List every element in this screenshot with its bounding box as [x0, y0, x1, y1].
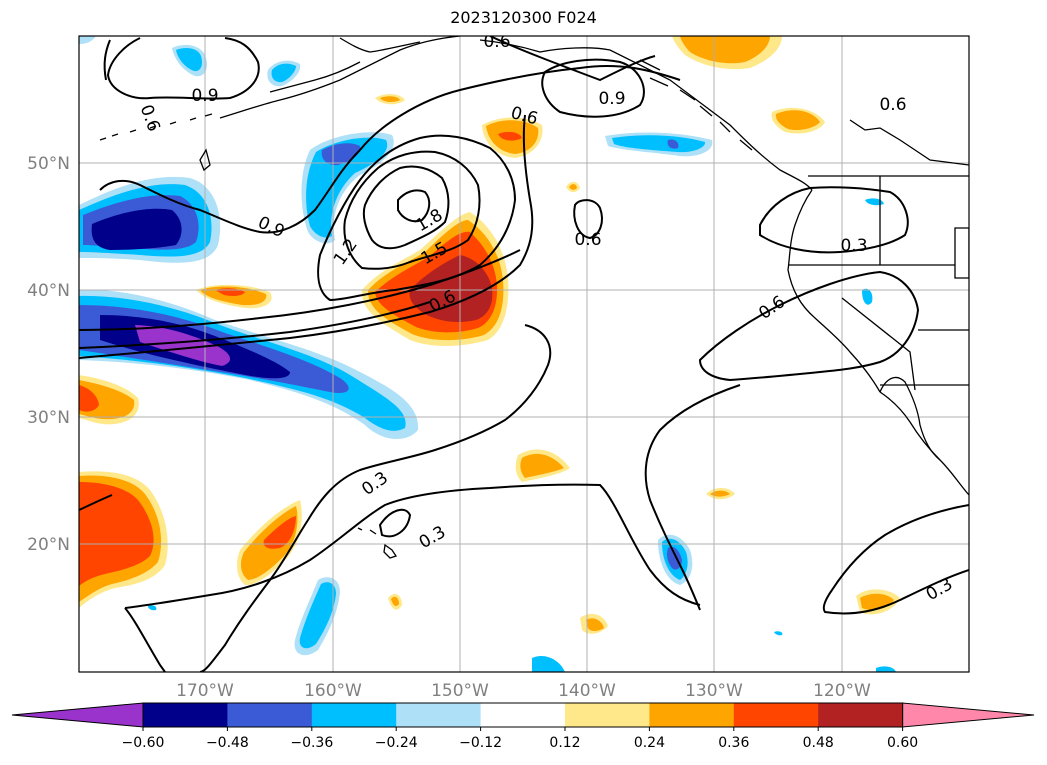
- longitude-tick-labels: 170°W 160°W 150°W 140°W 130°W 120°W: [176, 681, 871, 701]
- colorbar-tick-label: −0.24: [375, 735, 418, 751]
- colorbar-tick-labels: −0.60 −0.48 −0.36 −0.24 −0.12 0.12 0.24 0.36 0.4…: [122, 727, 918, 751]
- colorbar-segment: [818, 703, 904, 727]
- contour-label: 0.9: [598, 89, 625, 109]
- map-plot-area: 0.6 0.9 0.6 0.9 0.6 0.9 1.2 1.8 1.5 0.6 …: [79, 32, 969, 672]
- contour-label: 0.6: [879, 95, 906, 115]
- colorbar-tick-label: −0.36: [290, 735, 333, 751]
- colorbar-extend-low: [11, 702, 144, 728]
- colorbar-tick-label: 0.24: [634, 735, 665, 751]
- contour-label: 0.9: [191, 86, 218, 106]
- lat-tick-label: 40°N: [27, 281, 70, 301]
- map-frame: [78, 35, 970, 673]
- contour-label: 0.6: [574, 230, 601, 250]
- lat-tick-label: 20°N: [27, 535, 70, 555]
- colorbar-segment: [649, 703, 735, 727]
- colorbar-frame: [142, 702, 904, 728]
- colorbar-segment: [480, 703, 566, 727]
- map-title: 2023120300 F024: [450, 8, 597, 27]
- lat-tick-label: 50°N: [27, 154, 70, 174]
- contour-label: 0.3: [840, 236, 867, 256]
- lat-tick-label: 30°N: [27, 408, 70, 428]
- contour-lines: [79, 36, 969, 672]
- colorbar-segment: [396, 703, 482, 727]
- lon-tick-label: 160°W: [304, 681, 362, 701]
- contour-label: 0.6: [483, 32, 510, 52]
- colorbar-segment: [565, 703, 650, 727]
- colorbar-tick-label: −0.48: [206, 735, 249, 751]
- colorbar-tick-label: 0.12: [549, 735, 580, 751]
- latitude-tick-labels: 50°N 40°N 30°N 20°N: [27, 154, 70, 555]
- colorbar-tick-label: 0.48: [803, 735, 834, 751]
- lon-tick-label: 130°W: [685, 681, 743, 701]
- colorbar-extend-high: [902, 702, 1035, 728]
- lon-tick-label: 170°W: [176, 681, 234, 701]
- colorbar-segment: [143, 703, 228, 727]
- colorbar-segment: [227, 703, 313, 727]
- lon-tick-label: 150°W: [431, 681, 489, 701]
- colorbar-tick-label: −0.12: [459, 735, 502, 751]
- colorbar-segment: [733, 703, 819, 727]
- lon-tick-label: 120°W: [813, 681, 871, 701]
- colorbar-segment: [311, 703, 397, 727]
- map-gridlines: [79, 36, 969, 672]
- colorbar: [11, 702, 1035, 728]
- colorbar-tick-label: −0.60: [122, 735, 165, 751]
- colorbar-tick-label: 0.36: [718, 735, 749, 751]
- lon-tick-label: 140°W: [558, 681, 616, 701]
- colorbar-tick-label: 0.60: [887, 735, 918, 751]
